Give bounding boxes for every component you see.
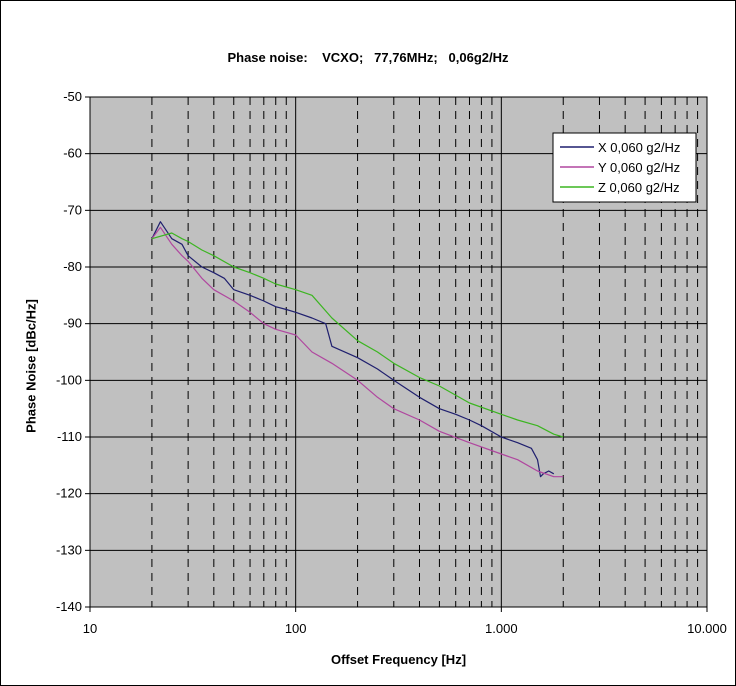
y-tick-label: -130: [56, 542, 82, 557]
series-line-z: [151, 232, 564, 438]
legend-entry-label: Z 0,060 g2/Hz: [598, 180, 680, 195]
y-tick-label: -70: [63, 202, 82, 217]
series-lines: [151, 221, 564, 478]
legend: X 0,060 g2/Hz Y 0,060 g2/Hz Z 0,060 g2/Hz: [552, 132, 697, 203]
y-tick-label: -60: [63, 146, 82, 161]
x-tick-label: 1.000: [485, 621, 518, 636]
x-tick-label: 10.000: [687, 621, 727, 636]
y-axis-ticks: -50 -60 -70 -80 -90 -100 -110 -120 -130 -140: [56, 89, 90, 614]
plot-border: [89, 96, 708, 608]
chart-title: Phase noise: VCXO; 77,76MHz; 0,06g2/Hz: [227, 50, 509, 65]
legend-entry-label: X 0,060 g2/Hz: [598, 140, 680, 155]
y-tick-label: -110: [57, 429, 82, 444]
series-line-x: [151, 221, 555, 478]
x-axis-ticks: 10 100 1.000 10.000: [83, 607, 727, 636]
y-tick-label: -90: [63, 316, 82, 331]
x-tick-label: 10: [83, 621, 97, 636]
legend-entry-label: Y 0,060 g2/Hz: [598, 160, 680, 175]
x-tick-label: 100: [285, 621, 307, 636]
y-tick-label: -80: [63, 259, 82, 274]
series-line-y: [151, 226, 564, 478]
x-axis-label: Offset Frequency [Hz]: [330, 652, 467, 667]
y-tick-label: -100: [56, 372, 82, 387]
y-tick-label: -140: [56, 599, 82, 614]
y-tick-label: -50: [63, 89, 82, 104]
y-tick-label: -120: [56, 486, 82, 501]
